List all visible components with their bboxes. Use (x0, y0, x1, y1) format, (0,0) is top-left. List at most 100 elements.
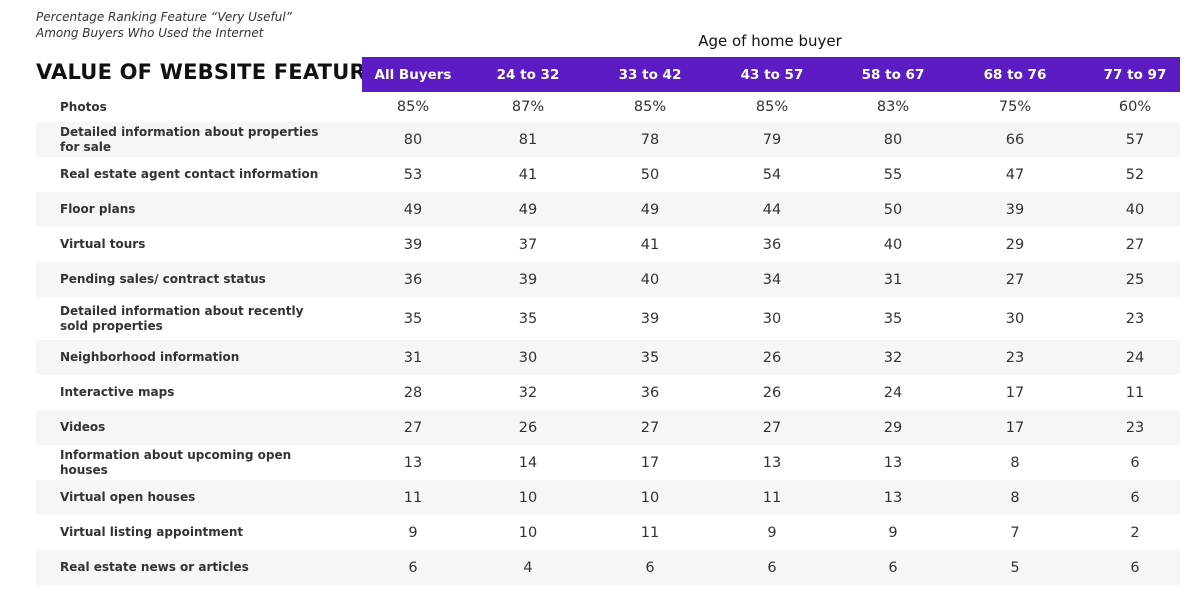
cell-value: 40 (640, 271, 660, 288)
row-label: Information about upcoming open houses (60, 447, 292, 477)
cell-value: 26 (762, 349, 782, 366)
cell-value: 27 (1005, 271, 1025, 288)
cell-value: 6 (645, 559, 655, 576)
column-header: 68 to 76 (983, 67, 1047, 83)
cell-value: 35 (403, 310, 423, 327)
cell-value: 39 (640, 310, 660, 327)
row-label: Photos (60, 99, 107, 114)
cell-value: 10 (518, 524, 538, 541)
row-label: Real estate agent contact information (60, 167, 319, 181)
row-band (36, 192, 1180, 227)
cell-value: 60% (1118, 99, 1152, 115)
column-header: 77 to 97 (1103, 67, 1167, 83)
row-label: Neighborhood information (60, 350, 240, 364)
cell-value: 27 (762, 419, 782, 436)
cell-value: 9 (767, 524, 777, 541)
cell-value: 10 (640, 489, 660, 506)
cell-value: 23 (1125, 419, 1145, 436)
column-header: 33 to 42 (618, 67, 682, 83)
row-label: Virtual tours (60, 237, 146, 251)
cell-value: 13 (883, 489, 903, 506)
cell-value: 6 (1130, 489, 1140, 506)
cell-value: 34 (762, 271, 782, 288)
cell-value: 52 (1125, 166, 1145, 183)
cell-value: 13 (403, 454, 423, 471)
cell-value: 30 (1005, 310, 1025, 327)
cell-value: 11 (640, 524, 660, 541)
cell-value: 81 (518, 131, 538, 148)
row-label: Floor plans (60, 202, 136, 216)
row-band (36, 410, 1180, 445)
cell-value: 30 (518, 349, 538, 366)
row-band (36, 340, 1180, 375)
cell-value: 4 (523, 559, 533, 576)
cell-value: 75% (998, 99, 1032, 115)
cell-value: 35 (883, 310, 903, 327)
cell-value: 6 (1130, 559, 1140, 576)
cell-value: 27 (1125, 236, 1145, 253)
cell-value: 40 (1125, 201, 1145, 218)
cell-value: 25 (1125, 271, 1145, 288)
column-group-label: Age of home buyer (698, 32, 842, 50)
cell-value: 80 (883, 131, 903, 148)
cell-value: 85% (396, 99, 430, 115)
header-bar (362, 57, 1180, 92)
cell-value: 55 (883, 166, 903, 183)
cell-value: 14 (518, 454, 538, 471)
cell-value: 11 (1125, 384, 1145, 401)
cell-value: 36 (762, 236, 782, 253)
cell-value: 87% (511, 99, 545, 115)
cell-value: 32 (883, 349, 903, 366)
cell-value: 36 (403, 271, 423, 288)
cell-value: 6 (767, 559, 777, 576)
row-label: Virtual open houses (60, 490, 196, 504)
cell-value: 49 (403, 201, 423, 218)
column-header: 58 to 67 (861, 67, 925, 83)
cell-value: 35 (518, 310, 538, 327)
cell-value: 39 (403, 236, 423, 253)
cell-value: 29 (1005, 236, 1025, 253)
cell-value: 29 (883, 419, 903, 436)
cell-value: 24 (883, 384, 903, 401)
cell-value: 83% (876, 99, 910, 115)
cell-value: 26 (762, 384, 782, 401)
cell-value: 17 (1005, 419, 1025, 436)
cell-value: 23 (1125, 310, 1145, 327)
cell-value: 6 (1130, 454, 1140, 471)
cell-value: 85% (755, 99, 789, 115)
row-label: Detailed information about recently sold… (60, 303, 304, 333)
cell-value: 78 (640, 131, 660, 148)
subtitle: Percentage Ranking Feature “Very Useful” (36, 10, 292, 24)
row-label: Pending sales/ contract status (60, 272, 266, 286)
cell-value: 36 (640, 384, 660, 401)
cell-value: 49 (640, 201, 660, 218)
column-header: 24 to 32 (496, 67, 560, 83)
cell-value: 28 (403, 384, 423, 401)
cell-value: 27 (640, 419, 660, 436)
row-label: Interactive maps (60, 385, 175, 399)
subtitle: Among Buyers Who Used the Internet (36, 26, 264, 40)
row-label: Videos (60, 420, 106, 434)
cell-value: 13 (883, 454, 903, 471)
cell-value: 8 (1010, 454, 1020, 471)
cell-value: 50 (640, 166, 660, 183)
cell-value: 39 (1005, 201, 1025, 218)
cell-value: 41 (640, 236, 660, 253)
row-label: Virtual listing appointment (60, 525, 244, 539)
cell-value: 66 (1005, 131, 1025, 148)
cell-value: 32 (518, 384, 538, 401)
row-band (36, 480, 1180, 515)
cell-value: 40 (883, 236, 903, 253)
cell-value: 6 (408, 559, 418, 576)
cell-value: 54 (762, 166, 782, 183)
cell-value: 50 (883, 201, 903, 218)
cell-value: 31 (883, 271, 903, 288)
cell-value: 30 (762, 310, 782, 327)
cell-value: 9 (408, 524, 418, 541)
cell-value: 57 (1125, 131, 1145, 148)
cell-value: 39 (518, 271, 538, 288)
row-band (36, 550, 1180, 585)
cell-value: 17 (640, 454, 660, 471)
cell-value: 10 (518, 489, 538, 506)
